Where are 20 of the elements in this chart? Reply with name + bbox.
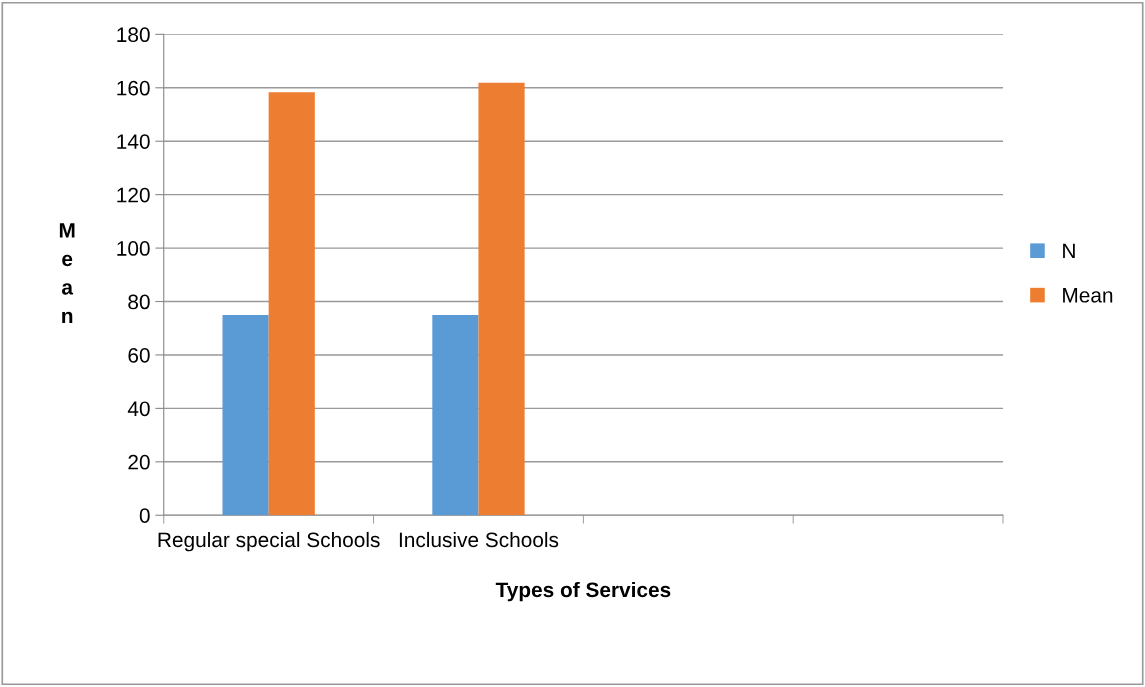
bar [268, 92, 315, 516]
y-tick-label: 180 [117, 27, 150, 43]
y-tick-label: 60 [128, 347, 150, 363]
x-tick-label: Inclusive Schools [399, 531, 559, 548]
y-tick-label: 140 [117, 134, 150, 149]
y-tick-label: 160 [117, 80, 150, 96]
x-axis-title: Types of Services [495, 581, 671, 602]
bar [432, 314, 479, 516]
y-tick-label: 20 [128, 454, 150, 470]
y-tick-label: 40 [127, 401, 150, 417]
legend-label: Mean [1063, 288, 1113, 303]
y-tick-label: 80 [128, 294, 150, 310]
y-axis-title: Mean [59, 223, 75, 323]
bar [478, 82, 525, 516]
y-tick-label: 100 [117, 241, 150, 256]
y-tick-label: 120 [117, 187, 150, 203]
bar [222, 314, 269, 516]
y-tick-label: 0 [139, 508, 150, 523]
legend-label: N [1063, 243, 1075, 258]
x-tick-label: Regular special Schools [158, 531, 380, 552]
